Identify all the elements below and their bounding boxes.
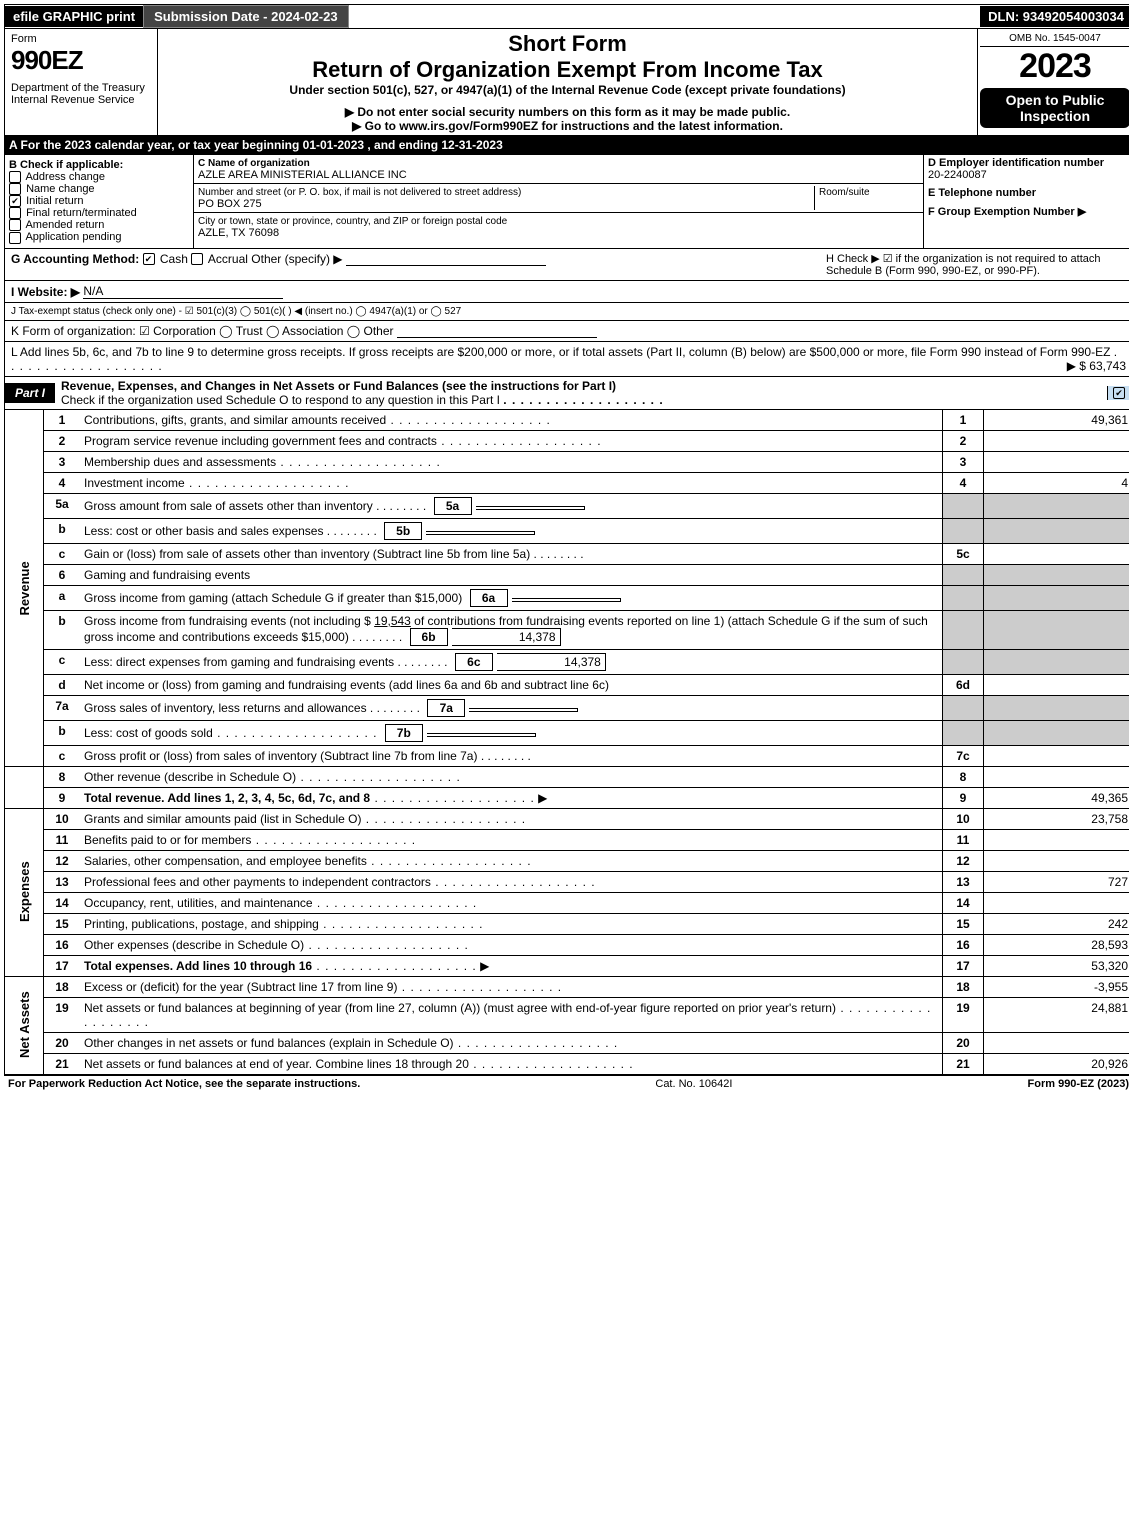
dln-label: DLN: 93492054003034	[980, 6, 1129, 27]
org-name: AZLE AREA MINISTERIAL ALLIANCE INC	[198, 169, 407, 181]
note-instructions: ▶ Go to www.irs.gov/Form990EZ for instru…	[164, 119, 971, 133]
row-j: J Tax-exempt status (check only one) - ☑…	[4, 303, 1129, 321]
sidebar-revenue: Revenue	[5, 410, 44, 767]
g-accounting: G Accounting Method: Cash Accrual Other …	[11, 252, 546, 277]
header-center: Short Form Return of Organization Exempt…	[158, 29, 978, 135]
amt-13: 727	[984, 871, 1129, 892]
amt-18: -3,955	[984, 976, 1129, 997]
amt-6b: 14,378	[452, 628, 561, 646]
amt-4: 4	[984, 472, 1129, 493]
short-form-title: Short Form	[164, 31, 971, 57]
return-title: Return of Organization Exempt From Incom…	[164, 57, 971, 83]
check-amended[interactable]: Amended return	[9, 219, 189, 231]
footer-cat: Cat. No. 10642I	[360, 1078, 1027, 1090]
part1-checkbox[interactable]	[1107, 386, 1129, 400]
info-block: B Check if applicable: Address change Na…	[4, 155, 1129, 249]
form-number: 990EZ	[11, 45, 151, 76]
section-def: D Employer identification number 20-2240…	[924, 155, 1129, 248]
check-pending[interactable]: Application pending	[9, 231, 189, 243]
c-street-label: Number and street (or P. O. box, if mail…	[198, 187, 521, 198]
omb-label: OMB No. 1545-0047	[980, 31, 1129, 47]
website-value: N/A	[83, 284, 283, 299]
amt-16: 28,593	[984, 934, 1129, 955]
lines-table: Revenue 1 Contributions, gifts, grants, …	[4, 410, 1129, 1075]
header-right: OMB No. 1545-0047 2023 Open to Public In…	[978, 29, 1129, 135]
part1-title: Revenue, Expenses, and Changes in Net As…	[55, 377, 1107, 409]
c-name-label: C Name of organization	[198, 158, 310, 169]
part1-label: Part I	[5, 383, 55, 403]
header-left: Form 990EZ Department of the Treasury In…	[5, 29, 158, 135]
row-i: I Website: ▶ N/A	[4, 281, 1129, 303]
section-a: A For the 2023 calendar year, or tax yea…	[4, 136, 1129, 155]
row-l: L Add lines 5b, 6c, and 7b to line 9 to …	[4, 342, 1129, 377]
tax-year: 2023	[980, 47, 1129, 86]
section-c: C Name of organization AZLE AREA MINISTE…	[194, 155, 924, 248]
part1-header: Part I Revenue, Expenses, and Changes in…	[4, 377, 1129, 410]
sidebar-expenses: Expenses	[5, 808, 44, 976]
h-schedule-b: H Check ▶ ☑ if the organization is not r…	[826, 252, 1126, 277]
page-footer: For Paperwork Reduction Act Notice, see …	[4, 1075, 1129, 1092]
org-city: AZLE, TX 76098	[198, 227, 279, 239]
top-bar: efile GRAPHIC print Submission Date - 20…	[4, 4, 1129, 29]
c-room-label: Room/suite	[819, 187, 870, 198]
open-inspection: Open to Public Inspection	[980, 88, 1129, 128]
dept-label: Department of the Treasury Internal Reve…	[11, 82, 151, 106]
amt-21: 20,926	[984, 1053, 1129, 1074]
org-street: PO BOX 275	[198, 198, 262, 210]
note-ssn: ▶ Do not enter social security numbers o…	[164, 105, 971, 119]
amt-9: 49,365	[984, 787, 1129, 808]
amt-15: 242	[984, 913, 1129, 934]
submission-date: Submission Date - 2024-02-23	[143, 5, 349, 28]
amt-1: 49,361	[984, 410, 1129, 431]
check-address[interactable]: Address change	[9, 171, 189, 183]
footer-form: Form 990-EZ (2023)	[1028, 1078, 1129, 1090]
amt-10: 23,758	[984, 808, 1129, 829]
under-section: Under section 501(c), 527, or 4947(a)(1)…	[164, 83, 971, 97]
l-amount: ▶ $ 63,743	[1067, 359, 1126, 373]
amt-19: 24,881	[984, 997, 1129, 1032]
sidebar-net: Net Assets	[5, 976, 44, 1074]
f-group-label: F Group Exemption Number ▶	[928, 206, 1086, 218]
check-name[interactable]: Name change	[9, 183, 189, 195]
check-cash[interactable]	[143, 253, 155, 265]
form-label: Form	[11, 33, 151, 45]
b-title: B Check if applicable:	[9, 159, 189, 171]
efile-label: efile GRAPHIC print	[5, 6, 143, 27]
d-ein-label: D Employer identification number	[928, 157, 1104, 169]
row-g-h: G Accounting Method: Cash Accrual Other …	[4, 249, 1129, 281]
check-initial[interactable]: Initial return	[9, 195, 189, 207]
section-b: B Check if applicable: Address change Na…	[5, 155, 194, 248]
amt-17: 53,320	[984, 955, 1129, 976]
e-tel-label: E Telephone number	[928, 187, 1036, 199]
row-k: K Form of organization: ☑ Corporation ◯ …	[4, 321, 1129, 342]
c-city-label: City or town, state or province, country…	[198, 216, 507, 227]
footer-pra: For Paperwork Reduction Act Notice, see …	[8, 1078, 360, 1090]
amt-6c: 14,378	[497, 653, 606, 671]
check-accrual[interactable]	[191, 253, 203, 265]
form-header: Form 990EZ Department of the Treasury In…	[4, 29, 1129, 136]
ein-value: 20-2240087	[928, 169, 987, 181]
check-final[interactable]: Final return/terminated	[9, 207, 189, 219]
